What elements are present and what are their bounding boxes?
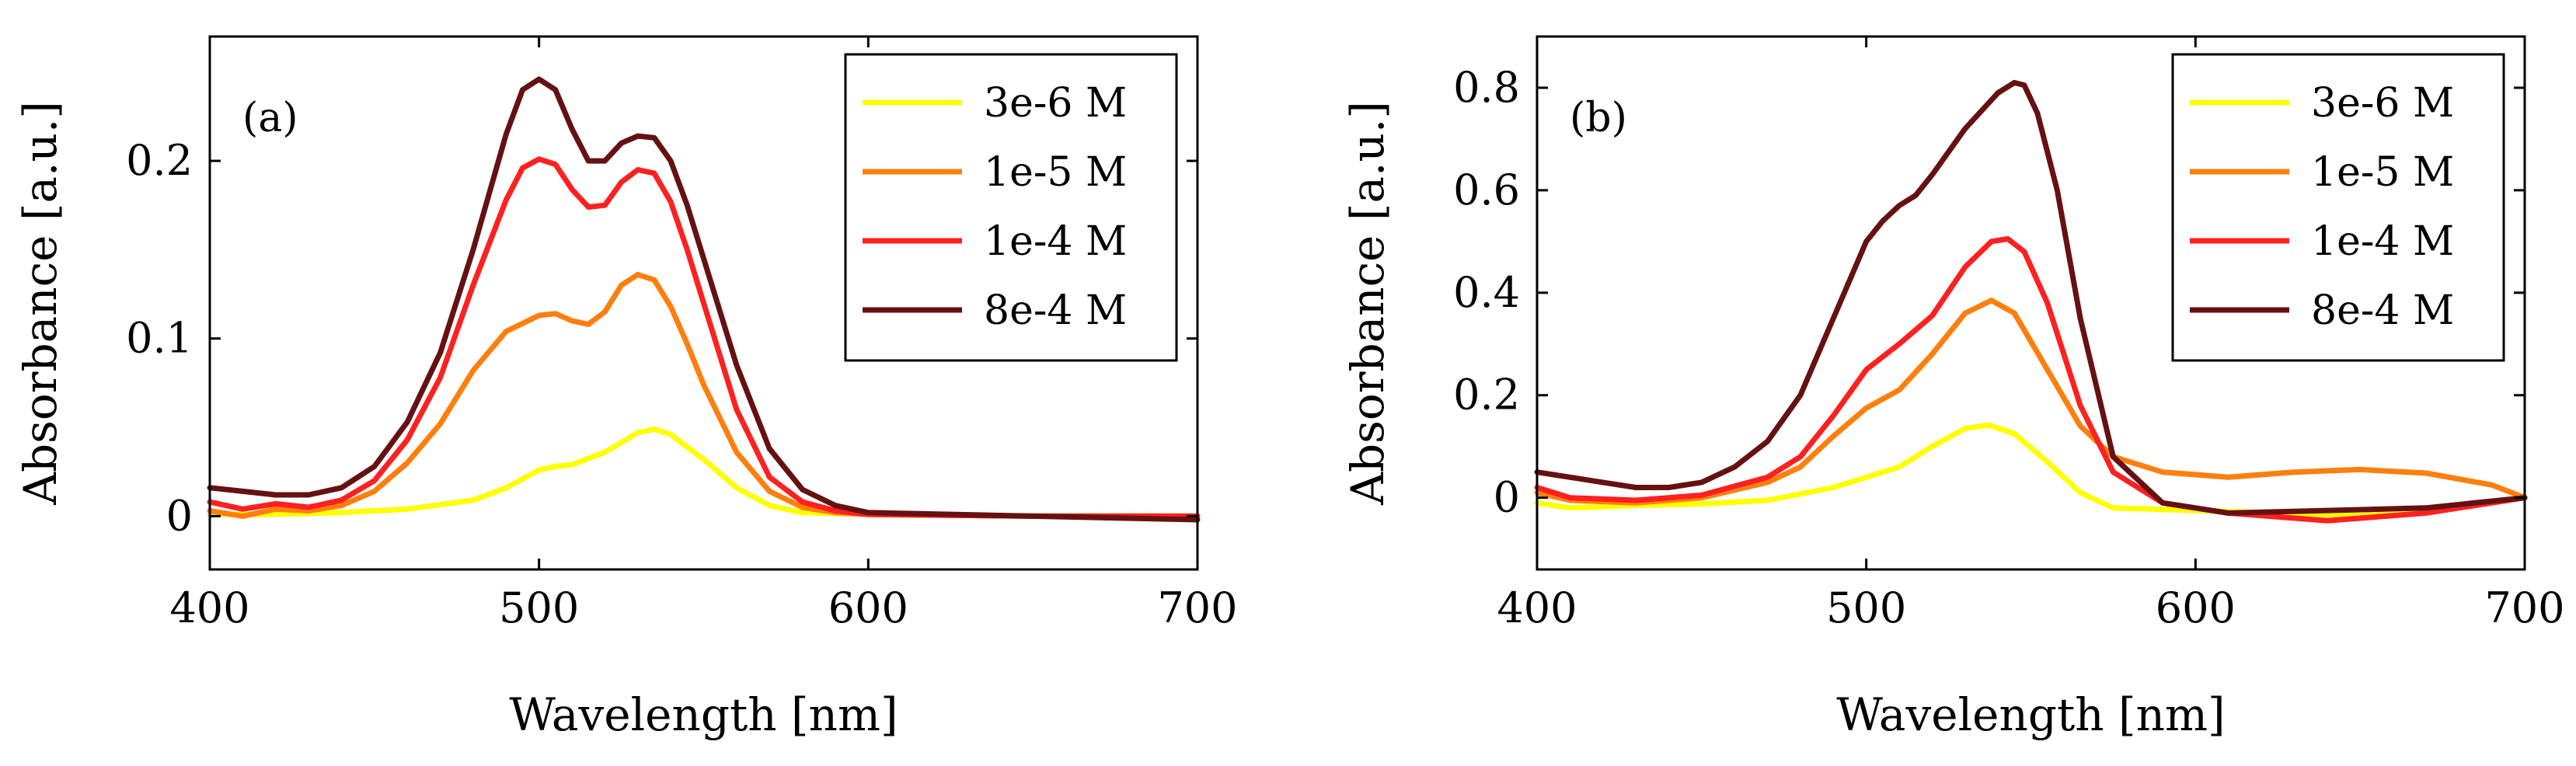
legend-label: 1e-4 M bbox=[2311, 218, 2454, 265]
series-line-3e-6-m bbox=[1534, 422, 2528, 519]
y-tick-label: 0.2 bbox=[1453, 371, 1520, 420]
x-tick-label: 500 bbox=[499, 583, 579, 632]
y-tick-label: 0.8 bbox=[1453, 63, 1520, 112]
x-tick-label: 700 bbox=[2484, 583, 2564, 632]
legend: 3e-6 M 1e-5 M 1e-4 M 8e-4 M bbox=[2171, 53, 2505, 362]
chart-panel-2: 400 500 600 700 0 0.2 0.4 0.6 0.8 Wavelength [nm]… bbox=[1341, 35, 2565, 741]
legend-label: 8e-4 M bbox=[2311, 287, 2454, 334]
legend: 3e-6 M 1e-5 M 1e-4 M 8e-4 M bbox=[844, 53, 1178, 362]
x-tick-label: 400 bbox=[169, 583, 249, 632]
y-tick-label: 0.1 bbox=[126, 314, 193, 363]
y-tick-label: 0.6 bbox=[1453, 165, 1520, 214]
x-tick-label: 400 bbox=[1497, 583, 1577, 632]
y-axis-title: Absorbance [a.u.] bbox=[14, 101, 67, 506]
axes-frame bbox=[208, 35, 1199, 571]
series-line-1e-5-m bbox=[207, 271, 1201, 519]
x-tick-label: 600 bbox=[828, 583, 908, 632]
legend-label: 1e-5 M bbox=[984, 149, 1127, 196]
series-line-3e-6-m bbox=[207, 426, 1201, 519]
x-tick-label: 500 bbox=[1826, 583, 1906, 632]
y-tick-label: 0 bbox=[1494, 473, 1520, 522]
series-line-8e-4-m bbox=[207, 76, 1201, 523]
x-tick-label: 700 bbox=[1157, 583, 1237, 632]
y-axis-title: Absorbance [a.u.] bbox=[1341, 101, 1394, 506]
legend-label: 1e-4 M bbox=[984, 218, 1127, 265]
y-tick-label: 0 bbox=[166, 491, 193, 540]
series-line-1e-4-m bbox=[207, 156, 1201, 519]
x-tick-label: 600 bbox=[2156, 583, 2236, 632]
series-line-1e-5-m bbox=[1534, 298, 2528, 506]
legend-label: 3e-6 M bbox=[984, 80, 1127, 127]
chart-panel-1: 400 500 600 700 0 0.1 0.2 Wavelength [nm] Absorb… bbox=[14, 35, 1238, 741]
x-axis-title: Wavelength [nm] bbox=[1836, 688, 2225, 741]
legend-label: 8e-4 M bbox=[984, 287, 1127, 334]
axes-frame bbox=[1535, 35, 2526, 571]
series-line-8e-4-m bbox=[1534, 79, 2528, 516]
y-tick-label: 0.4 bbox=[1453, 268, 1520, 317]
y-tick-label: 0.2 bbox=[126, 136, 193, 185]
panel-label: (a) bbox=[242, 95, 298, 141]
legend-label: 3e-6 M bbox=[2311, 80, 2454, 127]
x-axis-title: Wavelength [nm] bbox=[509, 688, 898, 741]
legend-label: 1e-5 M bbox=[2311, 149, 2454, 196]
panel-label: (b) bbox=[1570, 95, 1627, 141]
